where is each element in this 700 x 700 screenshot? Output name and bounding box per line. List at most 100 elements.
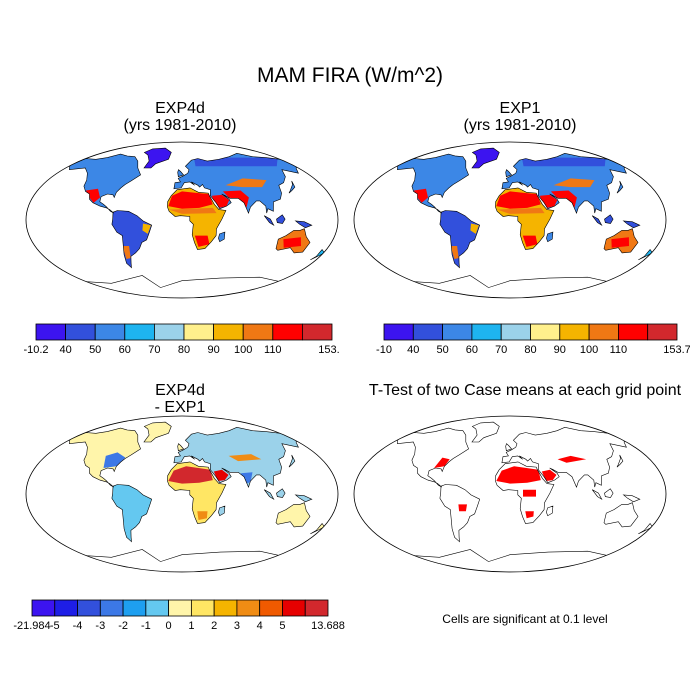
colorbar-swatch [272,323,303,341]
field-central-asia [553,178,595,188]
land-north-america [69,154,141,214]
field-europe-asia-arctic [193,157,278,167]
colorbar-swatch [122,599,147,617]
coastline-europe-asia [173,152,301,214]
colorbar-label: 153.7 [663,344,690,356]
colorbar-label: 40 [59,344,71,356]
panel-title-ttest: T-Test of two Case means at each grid po… [350,382,700,399]
coastline-new-guinea [294,220,313,229]
colorbar-label: 90 [554,344,566,356]
land-antarctica [71,550,283,573]
panel-title-difference: EXP4d - EXP1 [30,382,330,416]
land-britain [177,169,184,177]
colorbar-label: 100 [234,344,252,356]
coastline-new-guinea [622,220,641,229]
coastline-south-america [111,484,153,543]
coastline-north-america [69,153,141,214]
map-exp1 [353,141,667,299]
coastline-britain [505,443,513,452]
colorbar-exp4d: -10.2 40 50 60 70 80 90 100 110 153.7 [23,323,340,356]
coastline-north-america [69,427,141,488]
map-boundary [353,141,667,299]
land-borneo [276,488,286,498]
colorbar-label: 0 [166,620,172,632]
land-greenland [144,148,172,168]
map-exp4d [25,141,339,299]
field-sahara [168,191,213,209]
land-greenland [472,148,500,168]
land-borneo [276,214,286,224]
map-difference [25,415,339,573]
field-central-asia [228,454,262,462]
map-boundary [353,415,667,573]
colorbar-label: -10.2 [23,344,48,356]
field-eastern-us [434,457,450,468]
coastline-greenland [143,147,172,169]
colorbar-swatch [412,323,443,341]
field-sahara [496,191,541,209]
coastline-australia [275,228,311,254]
coastline-africa [495,187,555,250]
colorbar-swatch [145,599,170,617]
coastline-japan [616,454,624,468]
panel-title-line-1: EXP4d [155,100,205,117]
panel-title-line-1: EXP4d [155,382,205,399]
panel-title-line-1: T-Test of two Case means at each grid po… [368,382,682,399]
coastline-europe-asia [173,426,301,488]
map-boundary [25,415,339,573]
field-sahel [497,207,545,214]
field-arabia [213,469,229,481]
coastline-south-america [439,484,481,543]
field-patagonia [122,246,131,259]
colorbar-swatch [500,323,531,341]
colorbar-label: 110 [610,344,628,356]
coastline-new-guinea [294,494,313,503]
field-mexico-sw-us [85,188,100,203]
coastline-madagascar [546,231,554,243]
colorbar-swatch [282,599,306,617]
coastline-britain [177,443,185,452]
coastline-borneo [604,214,614,224]
land-south-america [111,210,152,268]
land-south-america [439,210,480,268]
map-boundary [25,141,339,299]
land-greenland [144,422,172,442]
colorbar-label: 2 [211,620,217,632]
colorbar-swatch [301,323,333,341]
land-sumatra [264,489,274,500]
map-ttest [353,415,667,573]
coastline-antarctica [71,549,285,573]
panel-title-exp1: EXP1 (yrs 1981-2010) [370,100,670,134]
colorbar-label: -4 [73,620,83,632]
colorbar-label: 110 [264,344,282,356]
colorbar-swatch [31,599,56,617]
colorbar-label: 153.7 [318,344,340,356]
field-sahel [169,207,217,214]
colorbar-label: 50 [89,344,101,356]
field-central-africa [523,489,536,497]
land-north-america [397,428,468,487]
panel-title-line-1: EXP1 [499,100,541,117]
coastline-antarctica [71,275,285,299]
coastline-new-guinea [622,494,641,503]
colorbar-swatch [242,323,274,341]
coastline-greenland [143,421,172,443]
colorbar-swatch [304,599,329,617]
land-south-america [440,485,480,542]
field-europe-asia-arctic [521,157,606,167]
land-borneo [604,214,614,224]
field-india [240,472,253,484]
land-britain [505,169,512,177]
coastline-south-america [111,210,153,269]
coastline-greenland [471,421,500,443]
coastline-greenland [471,147,500,169]
colorbar-swatch [617,323,649,341]
panel-title-line-2: (yrs 1981-2010) [463,117,577,134]
colorbar-label: 40 [407,344,419,356]
colorbar-swatch [213,323,244,341]
field-patagonia [450,246,459,259]
field-australia-interior [611,237,629,248]
main-title: MAM FIRA (W/m^2) [256,64,443,87]
coastline-borneo [604,488,614,498]
colorbar-swatch [94,323,126,341]
